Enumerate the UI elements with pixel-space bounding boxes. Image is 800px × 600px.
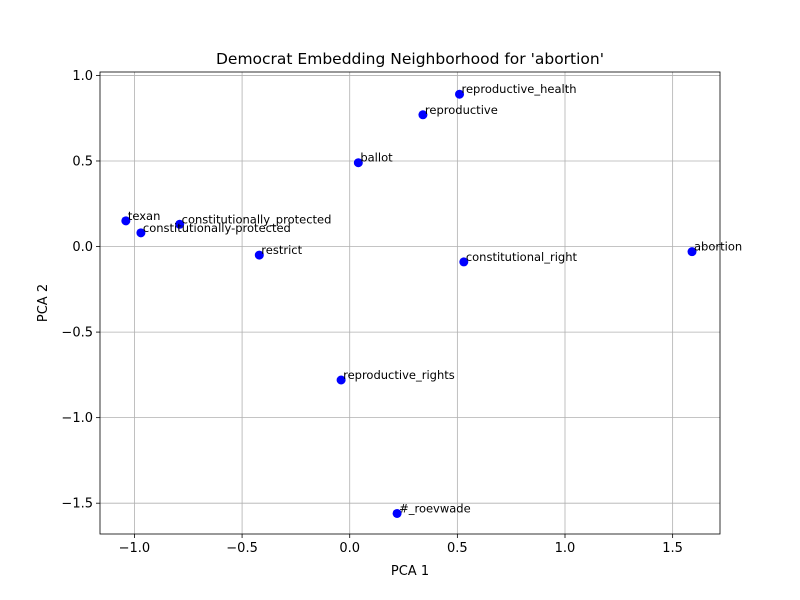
data-point	[687, 247, 697, 257]
point-label: ballot	[360, 151, 393, 165]
y-tick-label: −1.0	[61, 411, 93, 426]
chart-title: Democrat Embedding Neighborhood for 'abo…	[216, 50, 604, 68]
x-tick-label: 1.5	[662, 541, 683, 556]
point-label: constitutional_right	[466, 250, 578, 264]
point-label: reproductive_health	[462, 82, 577, 96]
data-point	[175, 219, 185, 229]
point-label: texan	[128, 209, 161, 223]
x-tick-label: 1.0	[555, 541, 576, 556]
point-label: reproductive	[425, 103, 498, 117]
data-point	[455, 89, 465, 99]
x-tick-label: 0.5	[447, 541, 468, 556]
y-axis-label: PCA 2	[36, 284, 51, 322]
data-point	[136, 228, 146, 238]
data-point	[418, 110, 428, 120]
point-label: constitutionally_protected	[182, 212, 332, 226]
data-point	[353, 158, 363, 168]
data-point	[254, 250, 264, 260]
data-point	[459, 257, 469, 267]
point-label: restrict	[261, 243, 302, 257]
data-point	[392, 508, 402, 518]
y-tick-label: 1.0	[72, 69, 93, 84]
point-label: #_roevwade	[399, 501, 471, 515]
point-label: constitutionally-protected	[143, 221, 291, 235]
y-tick-label: 0.5	[72, 154, 93, 169]
y-tick-label: −1.5	[61, 497, 93, 512]
point-label: reproductive_rights	[343, 368, 455, 382]
data-point	[336, 375, 346, 385]
x-axis-label: PCA 1	[391, 564, 429, 579]
data-point	[121, 216, 131, 226]
data-points: reproductive_health reproductive ballot tex…	[121, 82, 742, 518]
x-tick-label: 0.0	[339, 541, 360, 556]
point-label: abortion	[694, 240, 742, 254]
y-tick-label: 0.0	[72, 240, 93, 255]
x-tick-label: −1.0	[119, 541, 151, 556]
x-tick-label: −0.5	[226, 541, 258, 556]
plot-frame	[99, 71, 721, 535]
grid-lines	[100, 72, 720, 534]
y-tick-label: −0.5	[61, 326, 93, 341]
axis-ticks: −1.0 −0.5 0.0 0.5 1.0 1.5 −1.5 −1.0 −0.5 0.0 0.5 1.…	[61, 69, 683, 556]
